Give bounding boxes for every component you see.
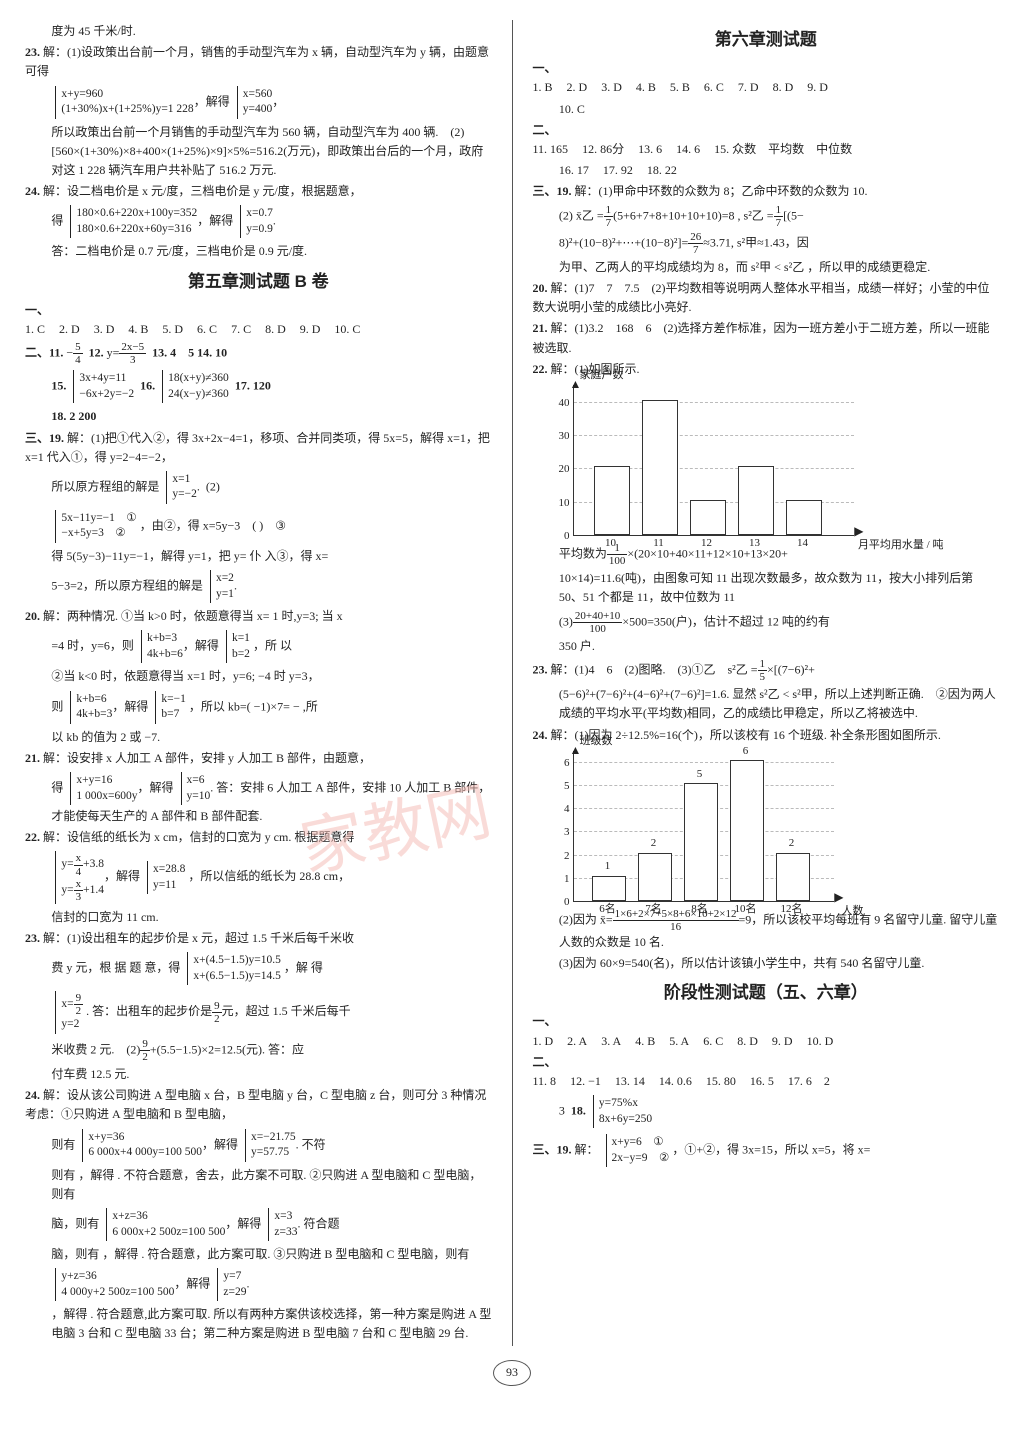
mc-answers: 1. C2. D3. D4. B5. D6. C7. C8. D9. D10. … [25, 320, 492, 339]
mc-answers: 1. D2. A3. A4. B5. A6. C8. D9. D10. D [533, 1032, 1000, 1051]
chapter5b-title: 第五章测试题 B 卷 [25, 268, 492, 295]
equation-system: x+y=960(1+30%)x+(1+25%)y=1 228 [55, 86, 193, 119]
text: 答：二档电价是 0.7 元/度，三档电价是 0.9 元/度. [25, 242, 492, 261]
y-axis-label: 家庭户数 [580, 367, 624, 385]
equation-result: x=560y=400 [237, 86, 273, 119]
text: 度为 45 千米/时. [25, 22, 492, 41]
fill-answers: 11. 812. −113. 1414. 0.615. 8016. 517. 6… [533, 1072, 1000, 1091]
right-column: 第六章测试题 一、 1. B2. D3. D4. B5. B6. C7. D8.… [533, 20, 1000, 1346]
page-number: 93 [25, 1360, 999, 1386]
mc-answers: 1. B2. D3. D4. B5. B6. C7. D8. D9. D [533, 78, 1000, 97]
class-count-chart: ▲ ▶ 班级数 人数 12345616名27名58名610名212名0 [573, 751, 834, 902]
text: 解：(1)设政策出台前一个月，销售的手动型汽车为 x 辆，自动型汽车为 y 辆，… [25, 45, 489, 78]
text: 解：设二档电价是 x 元/度，三档电价是 y 元/度，根据题意， [43, 184, 362, 198]
x-axis-label: 人数 [842, 903, 864, 921]
equation-result: x=0.7y=0.9 [240, 205, 273, 238]
left-column: 度为 45 千米/时. 23. 解：(1)设政策出台前一个月，销售的手动型汽车为… [25, 20, 492, 1346]
chapter6-title: 第六章测试题 [533, 26, 1000, 53]
water-usage-chart: ▲ ▶ 家庭户数 月平均用水量 / 吨 1020304010111213140 [573, 385, 854, 536]
fill-answers: 11. 16512. 86分13. 614. 615. 众数 平均数 中位数 [533, 140, 1000, 159]
stage-test-title: 阶段性测试题（五、六章） [533, 979, 1000, 1006]
equation-system: 180×0.6+220x+100y=352180×0.6+220x+60y=31… [70, 205, 197, 238]
y-axis-label: 班级数 [580, 733, 613, 751]
x-axis-label: 月平均用水量 / 吨 [858, 537, 944, 555]
text: 所以政策出台前一个月销售的手动型汽车为 560 辆，自动型汽车为 400 辆. … [25, 123, 492, 181]
